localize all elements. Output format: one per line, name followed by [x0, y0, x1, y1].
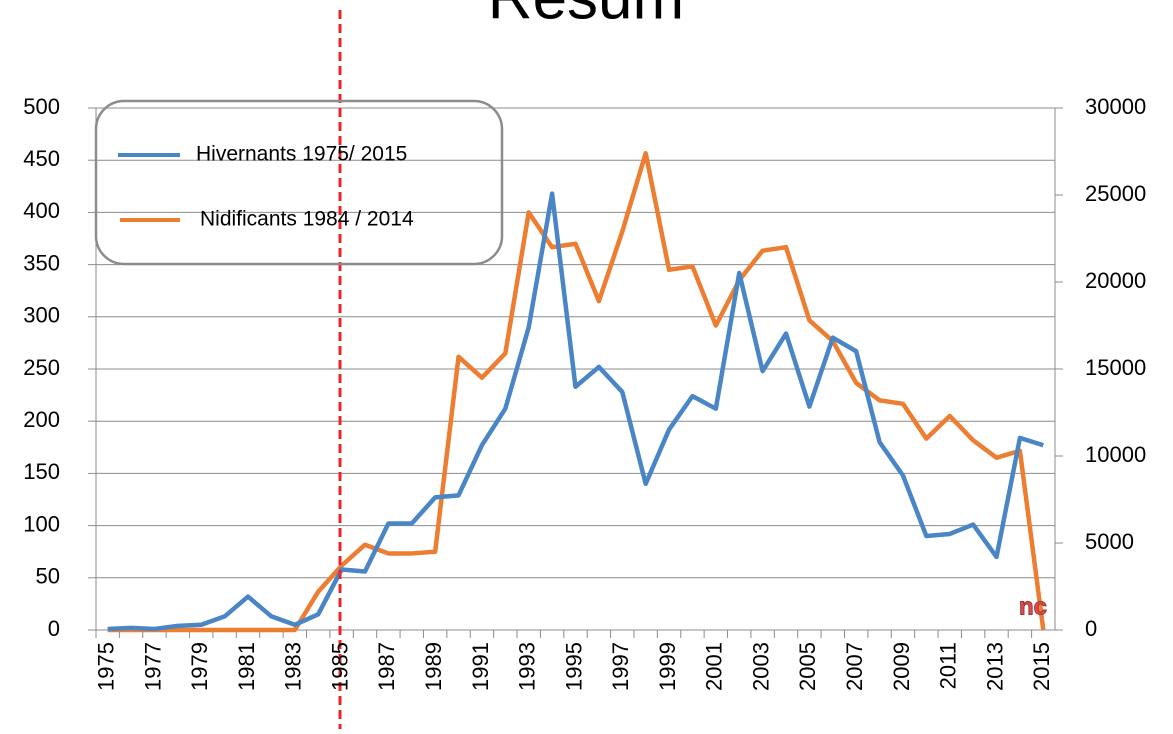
x-tick-label: 1989: [421, 642, 446, 691]
x-tick-label: 2007: [842, 642, 867, 691]
x-tick-label: 1997: [608, 642, 633, 691]
y-tick-label: 100: [23, 511, 60, 536]
y-tick-label: 200: [23, 407, 60, 432]
y-tick-label: 300: [23, 303, 60, 328]
x-tick-label: 1991: [468, 642, 493, 691]
y-tick-label: 250: [23, 355, 60, 380]
y-tick-label: 50: [36, 564, 60, 589]
y-tick-label: 400: [23, 198, 60, 223]
y2-tick-label: 0: [1085, 616, 1097, 641]
y2-tick-label: 25000: [1085, 181, 1146, 206]
y2-tick-label: 15000: [1085, 355, 1146, 380]
annotation: nc: [1019, 593, 1047, 620]
legend-label: Nidificants 1984 / 2014: [200, 208, 414, 231]
x-tick-label: 2005: [795, 642, 820, 691]
x-tick-label: 1975: [94, 642, 119, 691]
x-tick-label: 2003: [748, 642, 773, 691]
x-tick-label: 2013: [982, 642, 1007, 691]
y2-tick-label: 20000: [1085, 268, 1146, 293]
legend-box: [94, 99, 504, 266]
x-tick-label: 2015: [1029, 642, 1054, 691]
x-tick-label: 2009: [889, 642, 914, 691]
x-tick-label: 1995: [561, 642, 586, 691]
y2-tick-label: 5000: [1085, 529, 1134, 554]
series-line: [107, 191, 1044, 632]
x-tick-label: 1999: [655, 642, 680, 691]
chart-title: Résum: [488, 0, 684, 32]
lines: [107, 150, 1046, 633]
x-tick-label: 1981: [234, 642, 259, 691]
x-tick-label: 1979: [187, 642, 212, 691]
y-tick-label: 450: [23, 146, 60, 171]
series-line: [107, 150, 1046, 633]
legend-label: Hivernants 1975/ 2015: [196, 143, 407, 166]
y2-tick-label: 10000: [1085, 442, 1146, 467]
y2-tick-label: 30000: [1085, 94, 1146, 119]
x-tick-label: 1993: [515, 642, 540, 691]
grid: [88, 107, 1063, 638]
x-tick-label: 2001: [702, 642, 727, 691]
y-tick-label: 350: [23, 250, 60, 275]
y-tick-label: 500: [23, 94, 60, 119]
x-tick-label: 1985: [327, 642, 352, 691]
x-tick-label: 1987: [374, 642, 399, 691]
x-tick-label: 1983: [281, 642, 306, 691]
x-tick-label: 1977: [140, 642, 165, 691]
y-tick-label: 150: [23, 459, 60, 484]
x-tick-label: 2011: [936, 642, 961, 689]
y-tick-label: 0: [48, 616, 60, 641]
